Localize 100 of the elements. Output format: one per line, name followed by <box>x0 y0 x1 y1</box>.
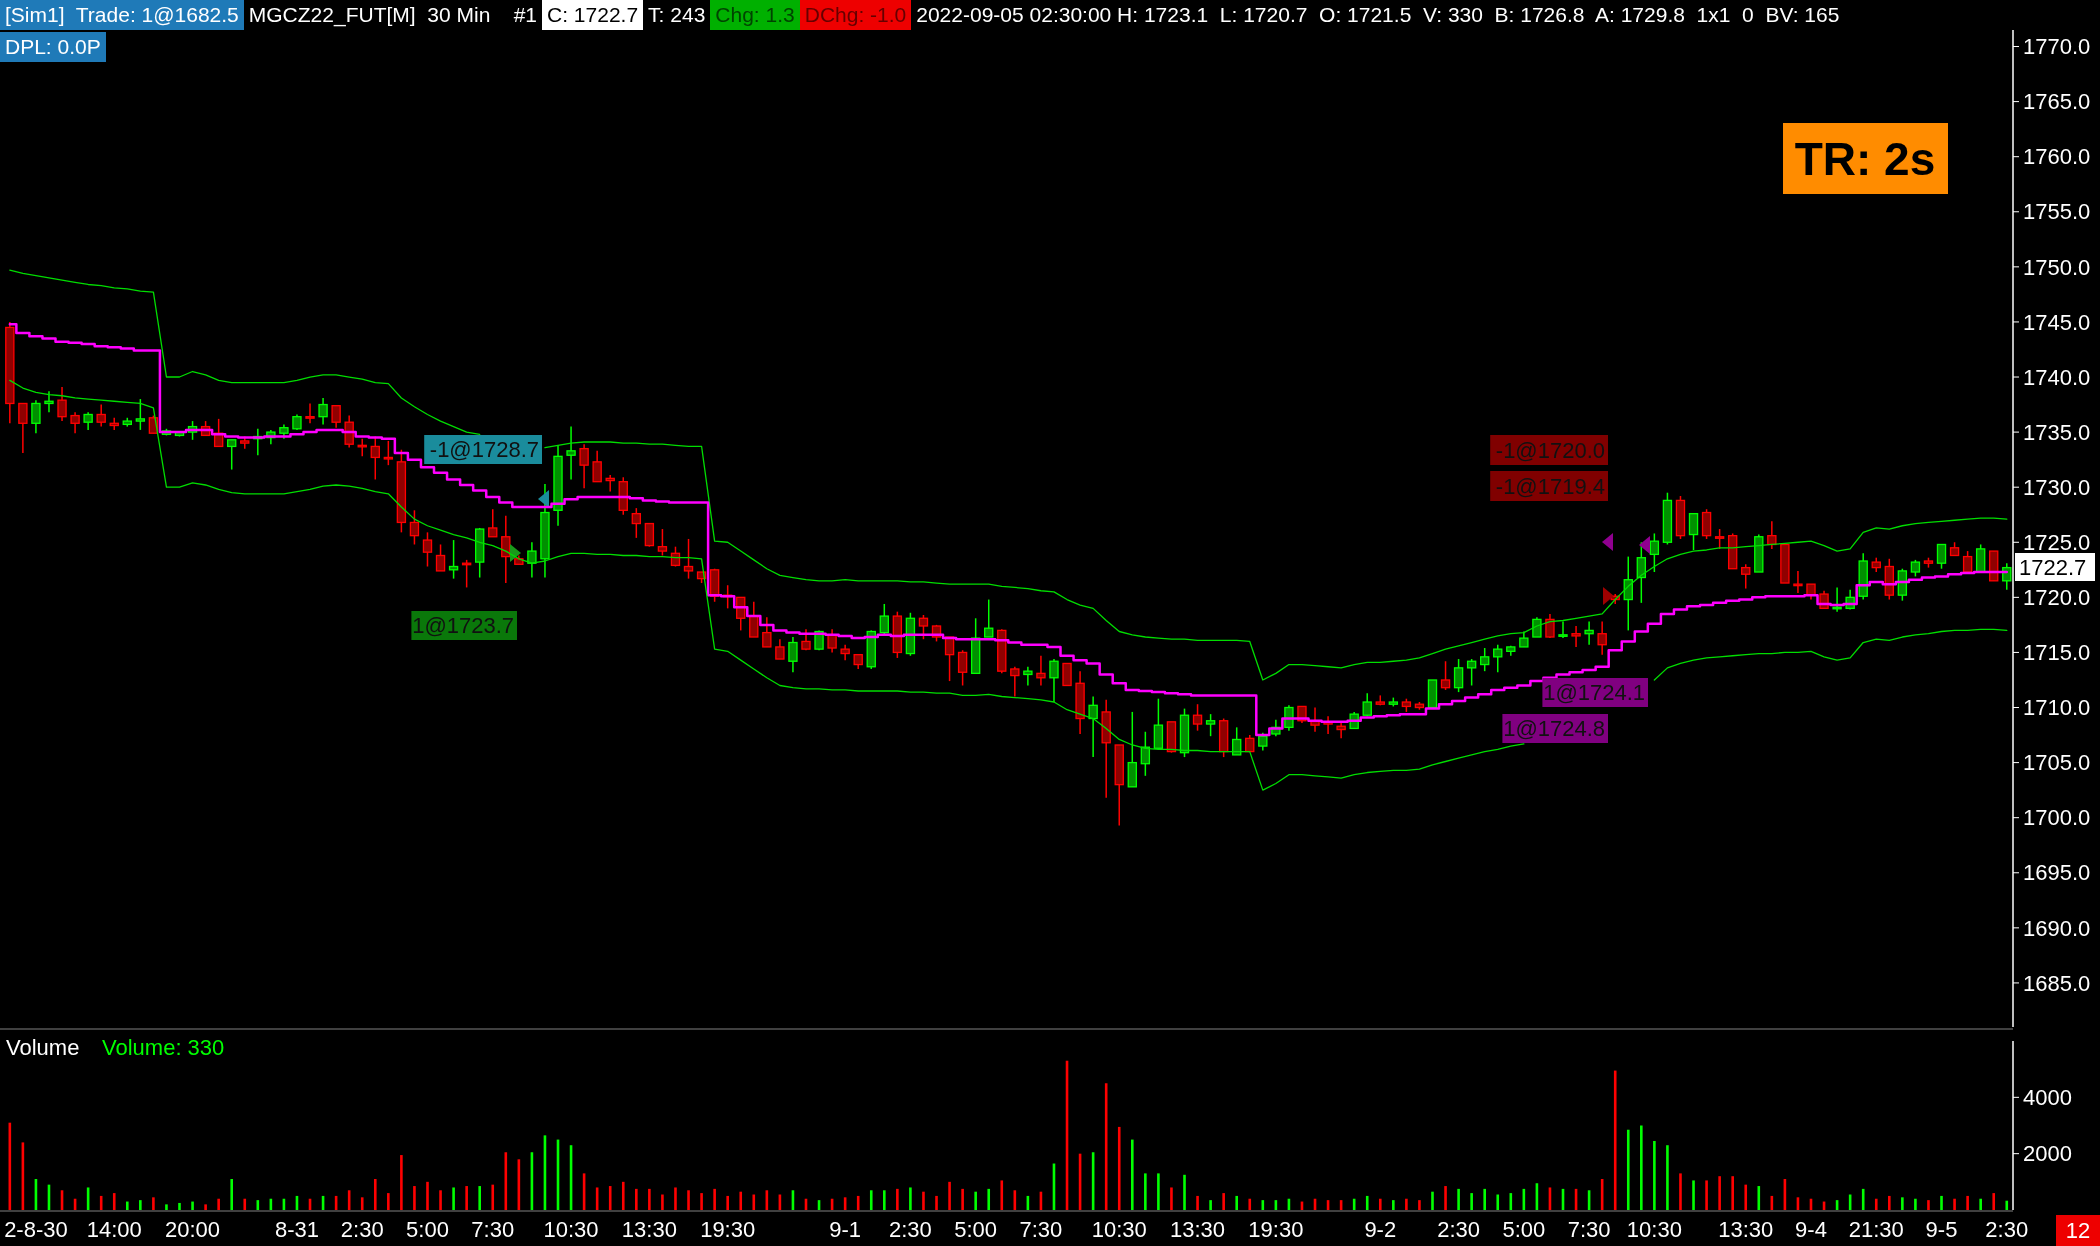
y-tick-label: 1725.0 <box>2023 529 2091 555</box>
bar <box>478 1186 481 1210</box>
x-tick-label: 2:30 <box>1437 1216 1481 1242</box>
x-tick-label: 21:30 <box>1848 1216 1904 1242</box>
x-tick-label: 5:00 <box>406 1216 449 1242</box>
x-tick-label: 2:30 <box>889 1216 932 1242</box>
bar <box>700 1193 703 1210</box>
y-tick-label: 4000 <box>2023 1085 2072 1111</box>
bar <box>204 1204 207 1210</box>
candlestick <box>1036 654 1046 687</box>
bar <box>152 1197 155 1210</box>
bar <box>1248 1198 1252 1210</box>
candlestick <box>879 603 889 636</box>
y-tick-label: 1750.0 <box>2023 254 2091 280</box>
bar <box>1157 1173 1160 1210</box>
bar <box>1940 1195 1943 1210</box>
bar <box>1901 1197 1904 1210</box>
bar <box>191 1201 194 1210</box>
x-tick-label: 13:30 <box>1718 1216 1774 1242</box>
candlestick <box>1062 662 1072 687</box>
candlestick <box>18 402 28 454</box>
chart-title: Volume <box>6 1034 80 1060</box>
candlestick <box>409 509 420 546</box>
bar <box>726 1195 729 1210</box>
bar <box>1196 1195 1199 1210</box>
candlestick <box>527 541 537 579</box>
candlestick <box>1010 666 1020 698</box>
text: 2022-09-05 02:30:00 H: 1723.1 L: 1720.7 O: 1721.5 V: 330 B: 1726.8 A: 1729.8 1x1 0 BV: 165 <box>915 2 1841 28</box>
x-tick-label: 7:30 <box>1019 1216 1063 1242</box>
candlestick <box>1793 570 1803 594</box>
annotation: 1@1723.7 <box>412 613 514 639</box>
bar <box>621 1181 625 1210</box>
candlestick <box>44 390 54 414</box>
bar <box>922 1191 925 1210</box>
bar <box>1874 1198 1878 1210</box>
bar <box>178 1202 181 1210</box>
candlestick <box>1453 658 1464 693</box>
bar <box>139 1200 142 1210</box>
x-tick-label: 19:30 <box>700 1216 756 1242</box>
bar <box>1692 1180 1695 1210</box>
candlestick <box>1688 512 1699 551</box>
candlestick <box>305 402 315 425</box>
candlestick <box>435 543 446 572</box>
candlestick <box>1205 713 1216 737</box>
text: 12 <box>2065 1217 2091 1243</box>
candlestick <box>96 403 106 428</box>
x-tick-label: 10:30 <box>543 1216 599 1242</box>
bar <box>1626 1129 1630 1210</box>
x-tick-label: 2:30 <box>1985 1216 2029 1242</box>
bar <box>1888 1195 1891 1210</box>
candlestick <box>70 411 80 434</box>
bar <box>948 1181 951 1210</box>
x-tick-label: 2:30 <box>340 1216 384 1242</box>
bar <box>217 1198 220 1210</box>
bar <box>1392 1200 1395 1210</box>
bar <box>1483 1188 1486 1210</box>
candlestick <box>1597 620 1607 656</box>
candlestick <box>1440 660 1451 691</box>
y-tick-label: 2000 <box>2023 1141 2072 1167</box>
candlestick <box>31 399 41 434</box>
bar <box>1444 1186 1447 1210</box>
candlestick <box>488 508 498 538</box>
x-tick-label: 10:30 <box>1091 1216 1147 1242</box>
candlestick <box>1571 625 1581 648</box>
bar <box>1914 1198 1917 1210</box>
candlestick <box>1767 520 1777 550</box>
bar <box>465 1186 468 1210</box>
candlestick <box>1493 643 1503 674</box>
x-tick-label: 9-2 <box>1364 1216 1397 1242</box>
bar <box>1757 1186 1761 1210</box>
bar <box>896 1188 899 1210</box>
bar <box>752 1194 756 1210</box>
text: C: 1722.7 <box>542 0 644 30</box>
bar <box>713 1188 716 1210</box>
bar <box>987 1188 991 1210</box>
candlestick <box>1741 563 1751 590</box>
candlestick <box>1192 703 1203 732</box>
bar <box>230 1179 234 1210</box>
y-tick-label: 1695.0 <box>2023 860 2091 886</box>
text: [Sim1] Trade: 1@1682.5 <box>0 0 244 30</box>
y-tick-label: 1745.0 <box>2023 309 2091 335</box>
x-tick-label: 9-1 <box>829 1216 862 1242</box>
bar <box>1144 1173 1147 1210</box>
y-tick-label: 1760.0 <box>2023 144 2091 170</box>
candlestick <box>1336 722 1346 740</box>
bar <box>856 1195 860 1210</box>
bar <box>1718 1176 1721 1210</box>
x-tick-label: 5:00 <box>1502 1216 1546 1242</box>
x-tick-label: 13:30 <box>621 1216 677 1242</box>
bar <box>1365 1195 1369 1210</box>
chart-subtitle: Volume: 330 <box>102 1034 225 1060</box>
x-tick-label: 13:30 <box>1170 1216 1226 1242</box>
candlestick <box>827 628 837 654</box>
bar <box>1731 1176 1734 1210</box>
candlestick <box>1088 695 1098 758</box>
bar <box>1979 1198 1982 1210</box>
annotation: 1@1724.1 <box>1543 680 1645 706</box>
bar <box>387 1193 390 1210</box>
x-tick-label: 9-5 <box>1925 1216 1958 1242</box>
bar <box>491 1184 495 1210</box>
